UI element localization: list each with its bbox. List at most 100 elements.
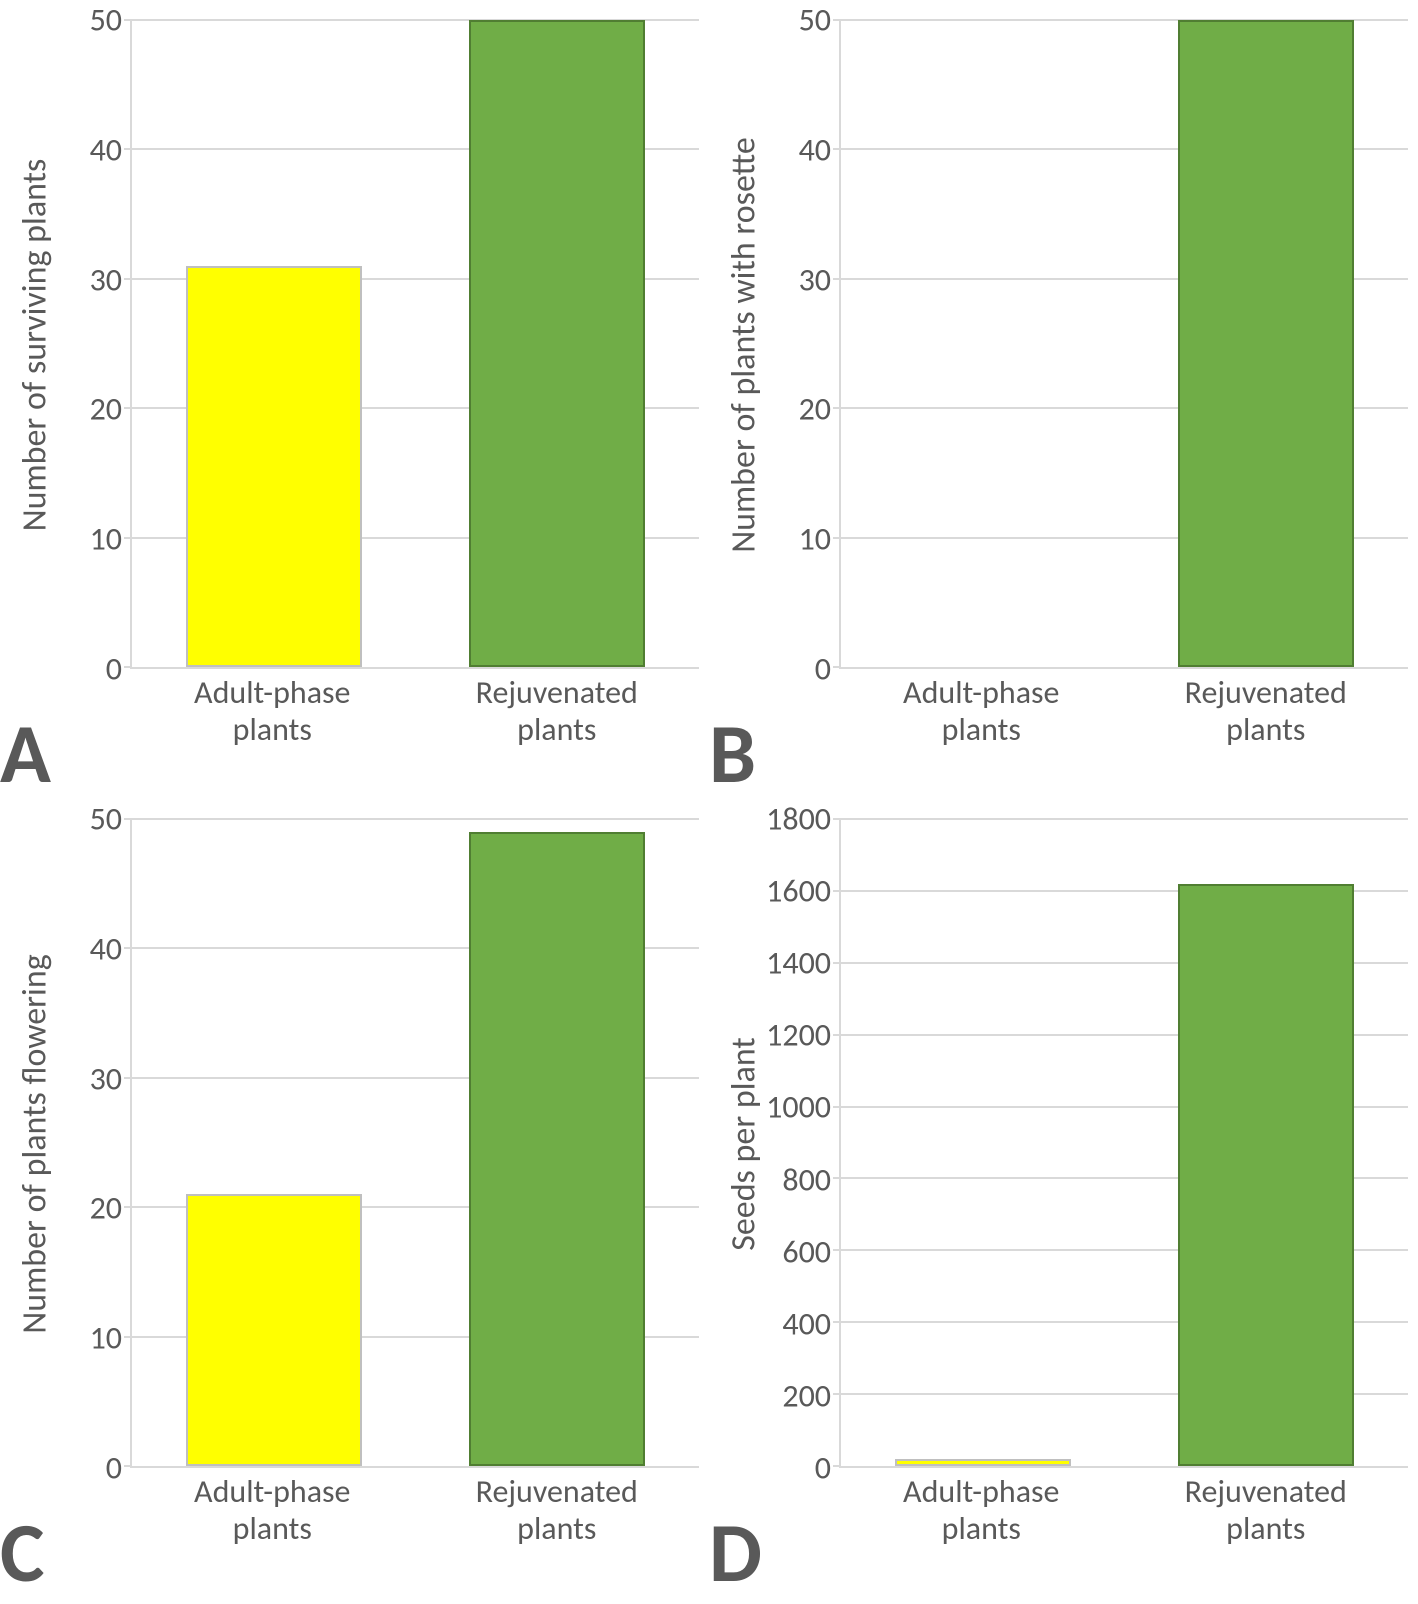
chart-area: Number of plants flowering01020304050 (10, 819, 699, 1468)
tick-mark (833, 1249, 841, 1251)
x-tick-label: Rejuvenatedplants (415, 1468, 700, 1588)
tick-mark (833, 1393, 841, 1395)
bars-container (132, 819, 699, 1466)
bar (469, 20, 645, 667)
panel-d: Seeds per plant0200400600800100012001400… (709, 799, 1418, 1598)
bar-column (132, 20, 416, 667)
bar-column (1125, 20, 1409, 667)
tick-mark (833, 19, 841, 21)
tick-mark (124, 1465, 132, 1467)
bar-column (841, 819, 1125, 1466)
x-tick-line2: plants (233, 1509, 312, 1548)
y-tick-label: 800 (782, 1160, 831, 1199)
y-axis-label: Seeds per plant (724, 1037, 765, 1251)
y-tick-label: 20 (90, 1189, 122, 1228)
x-tick-line2: plants (1226, 710, 1305, 749)
x-tick-label: Rejuvenatedplants (1124, 1468, 1409, 1588)
y-tick-labels: 020040060080010001200140016001800 (769, 819, 839, 1468)
x-tick-label: Adult-phaseplants (130, 1468, 415, 1588)
bar-column (132, 819, 416, 1466)
bar (469, 832, 645, 1466)
plot-area (130, 20, 699, 669)
y-tick-label: 1600 (766, 872, 831, 911)
y-tick-labels: 01020304050 (769, 20, 839, 669)
x-tick-label: Rejuvenatedplants (415, 669, 700, 789)
tick-mark (124, 19, 132, 21)
bar-column (841, 20, 1125, 667)
chart-area: Number of plants with rosette01020304050 (719, 20, 1408, 669)
y-tick-label: 20 (90, 390, 122, 429)
panel-b: Number of plants with rosette01020304050… (709, 0, 1418, 799)
x-tick-line2: plants (942, 710, 1021, 749)
x-tick-line1: Adult-phase (903, 1472, 1059, 1511)
x-tick-line2: plants (517, 710, 596, 749)
x-tick-line2: plants (1226, 1509, 1305, 1548)
y-tick-label: 30 (90, 260, 122, 299)
panel-letter: D (709, 1501, 762, 1604)
y-tick-label: 10 (90, 1319, 122, 1358)
y-tick-label: 40 (799, 130, 831, 169)
bar-column (1125, 819, 1409, 1466)
bar-column (416, 819, 700, 1466)
tick-mark (833, 1177, 841, 1179)
y-tick-label: 1200 (766, 1016, 831, 1055)
y-axis-label: Number of plants with rosette (724, 137, 765, 553)
y-tick-label: 30 (90, 1059, 122, 1098)
x-tick-label: Adult-phaseplants (130, 669, 415, 789)
tick-mark (124, 1336, 132, 1338)
y-tick-label: 10 (90, 520, 122, 559)
panel-letter: B (709, 702, 756, 805)
x-tick-line1: Rejuvenated (476, 1472, 638, 1511)
x-tick-line1: Rejuvenated (1185, 673, 1347, 712)
tick-mark (833, 148, 841, 150)
bars-container (841, 20, 1408, 667)
y-axis-label: Number of surviving plants (15, 158, 56, 531)
y-tick-label: 20 (799, 390, 831, 429)
tick-mark (124, 947, 132, 949)
x-tick-line1: Adult-phase (194, 1472, 350, 1511)
y-tick-label: 0 (815, 650, 831, 689)
tick-mark (833, 278, 841, 280)
y-tick-label: 50 (90, 1, 122, 40)
chart-grid: Number of surviving plants01020304050Adu… (0, 0, 1418, 1598)
tick-mark (124, 1077, 132, 1079)
bar (1178, 20, 1354, 667)
y-tick-label: 1400 (766, 944, 831, 983)
bar (895, 1459, 1071, 1466)
plot-area (130, 819, 699, 1468)
y-tick-label: 200 (782, 1376, 831, 1415)
tick-mark (124, 537, 132, 539)
y-axis-label: Number of plants flowering (15, 954, 56, 1333)
y-tick-label: 40 (90, 929, 122, 968)
y-tick-label: 400 (782, 1304, 831, 1343)
tick-mark (833, 537, 841, 539)
bar-column (416, 20, 700, 667)
y-tick-label: 0 (106, 650, 122, 689)
y-tick-label: 0 (106, 1449, 122, 1488)
panel-letter: A (0, 702, 51, 805)
x-tick-line2: plants (517, 1509, 596, 1548)
y-tick-label: 50 (90, 800, 122, 839)
x-tick-label: Rejuvenatedplants (1124, 669, 1409, 789)
panel-letter: C (0, 1501, 44, 1604)
tick-mark (124, 148, 132, 150)
tick-mark (124, 666, 132, 668)
tick-mark (833, 1106, 841, 1108)
x-tick-line2: plants (942, 1509, 1021, 1548)
tick-mark (833, 1034, 841, 1036)
y-tick-label: 10 (799, 520, 831, 559)
x-tick-line1: Rejuvenated (476, 673, 638, 712)
chart-area: Number of surviving plants01020304050 (10, 20, 699, 669)
tick-mark (833, 666, 841, 668)
panel-c: Number of plants flowering 0 10 20 30 40 50 Adu… (0, 799, 709, 1598)
tick-mark (124, 1206, 132, 1208)
tick-mark (124, 407, 132, 409)
x-tick-line1: Adult-phase (903, 673, 1059, 712)
y-tick-labels: 01020304050 (60, 20, 130, 669)
y-tick-label: 600 (782, 1232, 831, 1271)
bars-container (841, 819, 1408, 1466)
x-tick-line2: plants (233, 710, 312, 749)
y-tick-labels: 01020304050 (60, 819, 130, 1468)
tick-mark (833, 1321, 841, 1323)
tick-mark (833, 962, 841, 964)
